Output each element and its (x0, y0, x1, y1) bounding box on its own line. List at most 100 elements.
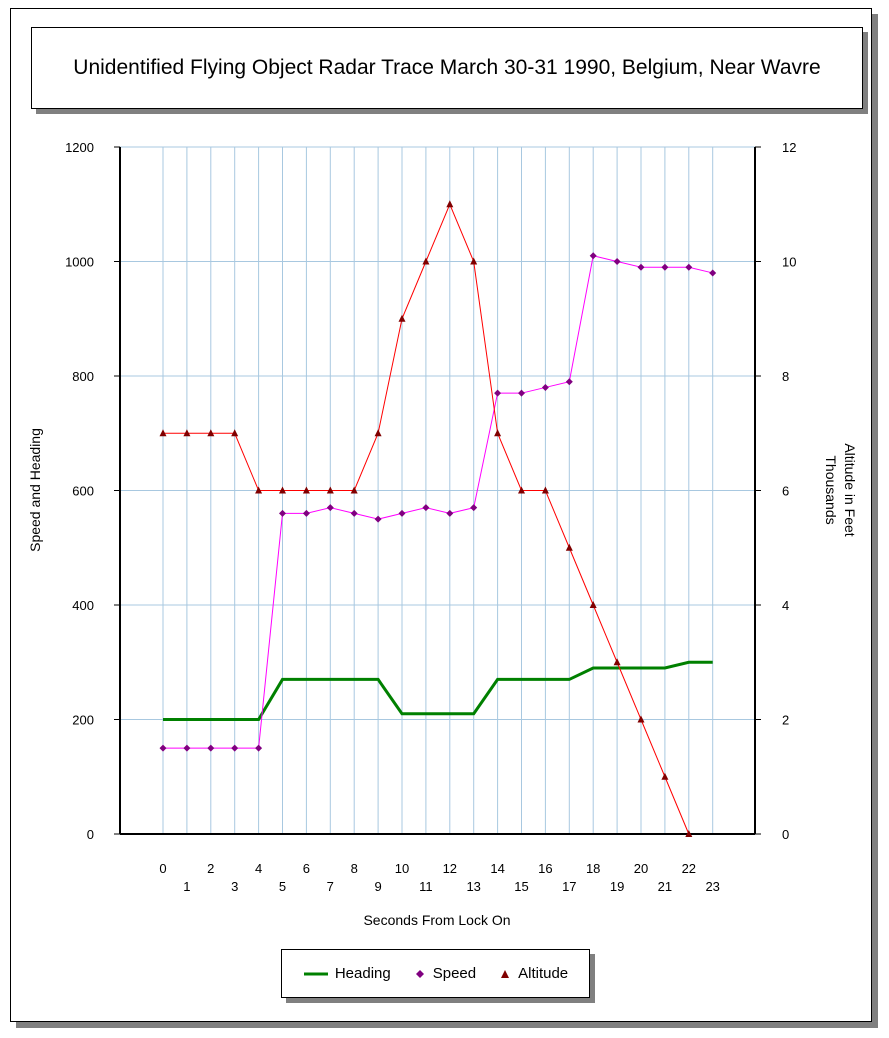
series-layer (159, 200, 717, 837)
legend-label-speed: Speed (432, 965, 477, 982)
x-tick-label: 17 (562, 879, 576, 894)
speed-marker (518, 389, 525, 397)
x-tick-label: 18 (586, 861, 600, 876)
series-line-speed (163, 255, 713, 749)
speed-marker (255, 744, 263, 752)
altitude-marker (589, 601, 597, 608)
legend-entry-heading: Heading (303, 965, 391, 982)
speed-marker (541, 383, 549, 391)
speed-marker (661, 263, 669, 271)
legend-line-icon (303, 972, 328, 975)
altitude-marker (183, 429, 191, 437)
altitude-marker (685, 830, 693, 837)
speed-marker (613, 258, 621, 265)
speed-marker (709, 269, 717, 277)
legend-label-heading: Heading (334, 965, 391, 982)
series-line-heading (163, 660, 713, 721)
y-tick-label: 200 (72, 713, 94, 728)
x-tick-label: 1 (183, 879, 190, 894)
speed-marker (159, 744, 167, 752)
x-tick-label: 7 (327, 879, 334, 894)
y2-tick-label: 8 (782, 369, 789, 384)
x-tick-label: 14 (490, 861, 504, 876)
altitude-marker (446, 200, 454, 208)
altitude-marker (159, 429, 167, 437)
altitude-marker (494, 429, 502, 437)
altitude-marker (470, 257, 478, 265)
y2-tick-label: 10 (782, 255, 796, 270)
altitude-marker (279, 486, 286, 494)
ticks-layer: 0 200 400 600 800 1000 1200 0 2 4 6 8 10 1 20 12 3 4 5 6 7 8 9… (65, 140, 796, 894)
x-tick-label: 8 (351, 861, 358, 876)
x-axis-label: Seconds From Lock On (363, 912, 510, 928)
speed-marker (231, 744, 239, 752)
speed-marker (279, 509, 286, 517)
altitude-marker (326, 486, 334, 494)
x-tick-label: 23 (705, 879, 719, 894)
chart-title: Unidentified Flying Object Radar Trace M… (73, 56, 821, 79)
altitude-marker (565, 543, 573, 551)
speed-marker (326, 504, 334, 512)
chart-frame (10, 8, 872, 1022)
x-tick-label: 9 (374, 879, 381, 894)
y2-axis-label-line1: Altitude in Feet (842, 443, 858, 536)
x-tick-label: 3 (231, 879, 238, 894)
speed-marker (374, 515, 382, 523)
x-tick-label: 4 (255, 861, 262, 876)
y2-tick-label: 2 (782, 713, 789, 728)
altitude-marker (422, 257, 430, 265)
altitude-marker (398, 314, 406, 322)
x-tick-label: 15 (514, 879, 528, 894)
y2-tick-label: 0 (782, 827, 789, 842)
altitude-marker (541, 486, 549, 494)
y-axis-label: Speed and Heading (27, 428, 43, 552)
legend-diamond-icon (415, 969, 424, 978)
legend-entry-speed: Speed (413, 965, 476, 982)
x-tick-label: 20 (634, 861, 648, 876)
x-tick-label: 13 (466, 879, 480, 894)
y2-tick-label: 4 (782, 598, 789, 613)
y-tick-label: 800 (72, 369, 94, 384)
speed-marker (565, 378, 573, 386)
grid-layer (120, 146, 755, 834)
y-tick-label: 600 (72, 484, 94, 499)
y-tick-label: 0 (87, 827, 94, 842)
altitude-marker (231, 429, 239, 437)
y-tick-label: 1000 (65, 255, 94, 270)
x-tick-label: 16 (538, 861, 552, 876)
speed-marker (302, 509, 310, 517)
x-tick-label: 5 (279, 879, 286, 894)
altitude-marker (613, 658, 621, 666)
y-tick-label: 1200 (65, 140, 94, 155)
legend-entry-altitude: Altitude (498, 965, 568, 982)
y2-tick-label: 6 (782, 484, 789, 499)
y2-tick-label: 12 (782, 140, 796, 155)
y2-axis-label-line2: Thousands (823, 455, 839, 524)
legend: Heading Speed Altitude (281, 949, 590, 998)
altitude-marker (518, 486, 525, 494)
speed-marker (207, 744, 215, 752)
x-tick-label: 12 (443, 861, 457, 876)
legend-label-altitude: Altitude (518, 965, 569, 982)
speed-marker (422, 504, 430, 512)
y-tick-label: 400 (72, 598, 94, 613)
speed-marker (589, 252, 597, 260)
speed-marker (637, 263, 645, 271)
x-tick-label: 11 (419, 879, 433, 894)
x-tick-label: 21 (658, 879, 672, 894)
altitude-marker (350, 486, 358, 494)
x-tick-label: 19 (610, 879, 624, 894)
speed-marker (350, 509, 358, 517)
altitude-marker (661, 772, 669, 780)
speed-marker (470, 504, 478, 512)
altitude-marker (302, 486, 310, 494)
x-tick-label: 6 (303, 861, 310, 876)
speed-marker (446, 509, 454, 517)
x-tick-label: 22 (682, 861, 696, 876)
legend-triangle-icon (501, 969, 510, 978)
altitude-marker (207, 429, 215, 437)
altitude-marker (374, 429, 382, 437)
altitude-marker (637, 715, 645, 723)
speed-marker (183, 744, 191, 752)
